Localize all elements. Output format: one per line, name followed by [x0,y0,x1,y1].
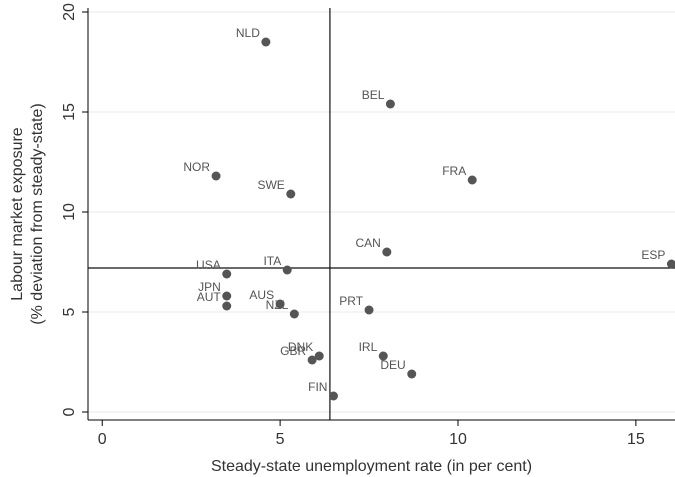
point-esp [666,259,675,269]
point-dnk [314,351,324,361]
point-aus [275,299,285,309]
point-aut [222,301,232,311]
x-axis-title: Steady-state unemployment rate (in per c… [211,458,532,475]
point-bel [385,99,395,109]
point-ita [282,265,292,275]
point-label-deu: DEU [380,358,405,372]
point-label-aut: AUT [197,290,222,304]
point-label-prt: PRT [339,294,363,308]
point-label-fin: FIN [308,380,327,394]
x-tick-label: 5 [276,431,285,448]
x-tick-label: 10 [449,431,467,448]
point-nzl [289,309,299,319]
point-label-gbr: GBR [280,344,306,358]
point-label-nor: NOR [183,160,210,174]
point-label-can: CAN [355,236,380,250]
reference-lines [88,8,675,420]
point-label-esp: ESP [641,248,665,262]
y-tick-label: 5 [61,307,78,316]
point-gbr [307,355,317,365]
point-label-dnk: DNK [288,340,313,354]
point-label-irl: IRL [359,340,378,354]
point-deu [407,369,417,379]
axes: 0 5 10 15 20 0 5 10 15 [61,3,675,448]
grid-lines [88,11,675,413]
point-label-nzl: NZL [266,298,289,312]
axis-titles: Steady-state unemployment rate (in per c… [9,103,532,475]
y-axis-title-line-2: (% deviation from steady-state) [29,103,46,324]
x-tick-label: 0 [98,431,107,448]
point-fin [328,391,338,401]
point-can [382,247,392,257]
point-nld [261,37,271,47]
y-axis-title-line-1: Labour market exposure [9,127,26,301]
point-label-fra: FRA [442,164,466,178]
point-label-nld: NLD [236,26,260,40]
point-label-jpn: JPN [198,280,221,294]
point-label-bel: BEL [362,88,385,102]
point-irl [378,351,388,361]
x-tick-label: 15 [627,431,645,448]
point-label-ita: ITA [263,254,281,268]
point-label-aus: AUS [249,288,274,302]
point-fra [467,175,477,185]
y-tick-label: 0 [61,407,78,416]
y-tick-label: 20 [61,3,78,21]
y-tick-label: 15 [61,103,78,121]
y-tick-label: 10 [61,203,78,221]
point-label-swe: SWE [257,178,284,192]
point-jpn [222,291,232,301]
point-nor [211,171,221,181]
point-swe [286,189,296,199]
point-usa [222,269,232,279]
point-prt [364,305,374,315]
point-label-usa: USA [196,258,221,272]
